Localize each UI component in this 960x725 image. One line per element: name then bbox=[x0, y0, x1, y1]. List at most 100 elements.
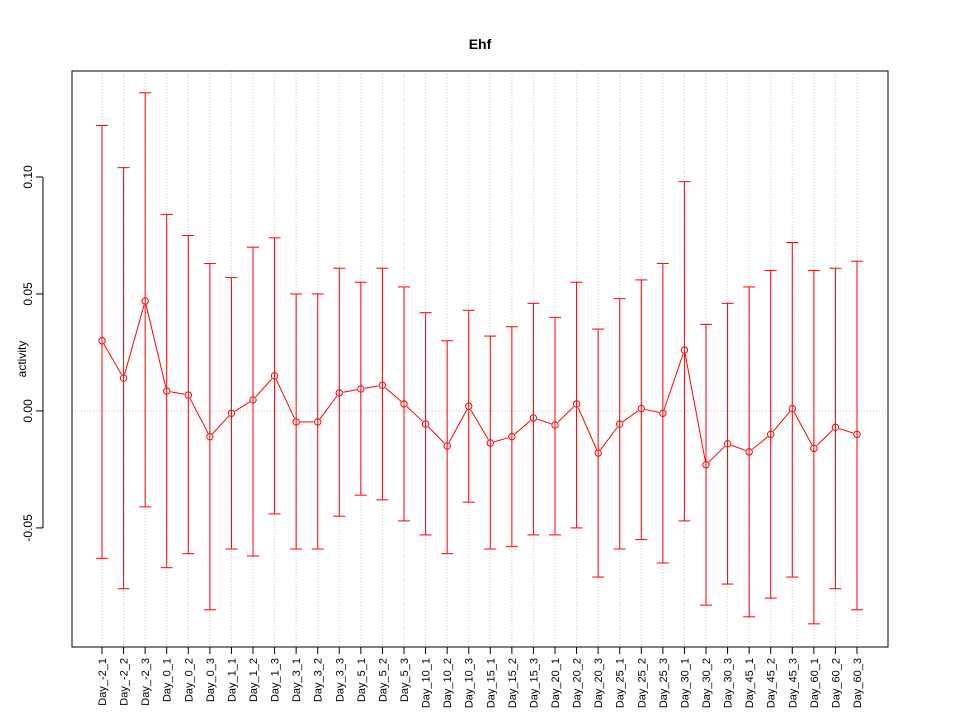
x-tick-label: Day_-2_3 bbox=[140, 658, 152, 706]
error-bars bbox=[96, 92, 863, 625]
line-segment bbox=[839, 428, 854, 434]
x-tick-label: Day_25_1 bbox=[615, 658, 627, 708]
x-tick-label: Day_3_1 bbox=[291, 658, 303, 702]
line-segment bbox=[364, 385, 379, 389]
x-tick-label: Day_20_1 bbox=[550, 658, 562, 708]
line-segment bbox=[816, 429, 833, 446]
y-tick-label: 0.05 bbox=[21, 282, 35, 306]
x-tick-label: Day_-2_2 bbox=[119, 658, 131, 706]
x-axis: Day_-2_1 Day_-2_2 Day_-2_3 Day_0_1 Day_0_2 Da… bbox=[97, 646, 864, 708]
x-tick-label: Day_20_2 bbox=[572, 658, 584, 708]
line-segment bbox=[448, 409, 468, 443]
line-segment bbox=[684, 353, 706, 461]
data-point bbox=[357, 385, 365, 393]
line-segment bbox=[319, 395, 338, 420]
x-tick-label: Day_60_1 bbox=[809, 658, 821, 708]
data-point bbox=[227, 409, 236, 417]
data-point bbox=[465, 402, 473, 410]
x-tick-label: Day_20_3 bbox=[593, 658, 605, 708]
x-tick-label: Day_0_2 bbox=[183, 658, 195, 702]
line-segment bbox=[514, 420, 531, 435]
data-point bbox=[335, 389, 343, 397]
data-point bbox=[788, 404, 796, 413]
data-point bbox=[767, 430, 775, 439]
line-segment bbox=[731, 444, 746, 451]
x-tick-label: Day_5_3 bbox=[399, 658, 411, 702]
line-segment bbox=[189, 398, 209, 434]
data-point bbox=[616, 420, 624, 428]
data-point bbox=[529, 414, 538, 422]
x-tick-label: Day_10_2 bbox=[442, 658, 454, 708]
chart-title: Ehf bbox=[469, 36, 492, 52]
x-tick-label: Day_3_2 bbox=[313, 658, 325, 702]
line-segment bbox=[275, 379, 295, 419]
x-tick-label: Day_5_2 bbox=[377, 658, 389, 702]
grid bbox=[72, 71, 888, 647]
x-tick-label: Day_15_3 bbox=[528, 658, 540, 708]
data-point bbox=[98, 337, 106, 345]
data-point bbox=[702, 461, 710, 469]
data-point bbox=[745, 448, 753, 456]
x-tick-label: Day_25_2 bbox=[636, 658, 648, 708]
data-point bbox=[378, 381, 387, 389]
x-tick-label: Day_10_1 bbox=[421, 658, 433, 708]
x-tick-label: Day_0_1 bbox=[162, 658, 174, 702]
x-tick-label: Day_10_3 bbox=[464, 658, 476, 708]
line-segment bbox=[406, 406, 423, 422]
x-tick-label: Day_3_3 bbox=[334, 658, 346, 702]
x-tick-label: Day_30_2 bbox=[701, 658, 713, 708]
x-tick-label: Day_30_3 bbox=[723, 658, 735, 708]
data-point bbox=[184, 391, 192, 399]
data-point bbox=[831, 423, 840, 432]
x-tick-label: Day_1_2 bbox=[248, 658, 260, 702]
line-segment bbox=[772, 411, 791, 432]
data-point bbox=[421, 420, 430, 428]
line-segment bbox=[663, 353, 684, 410]
x-tick-label: Day_5_1 bbox=[356, 658, 368, 702]
x-tick-label: Day_45_1 bbox=[744, 658, 756, 708]
line-segment bbox=[708, 446, 726, 463]
line-segment bbox=[343, 389, 358, 393]
plot-frame bbox=[71, 70, 889, 648]
y-axis-label: activity bbox=[15, 341, 29, 378]
data-point bbox=[249, 396, 257, 404]
data-point bbox=[119, 374, 128, 382]
data-point bbox=[680, 346, 689, 354]
line-segment bbox=[577, 407, 597, 450]
x-tick-label: Day_45_3 bbox=[787, 658, 799, 708]
data-point bbox=[314, 418, 322, 426]
line-segment bbox=[124, 304, 145, 375]
data-point bbox=[810, 444, 818, 453]
data-point bbox=[723, 439, 732, 448]
data-point bbox=[400, 400, 408, 408]
data-point bbox=[163, 387, 171, 395]
x-tick-label: Day_1_3 bbox=[270, 658, 282, 702]
line-segment bbox=[428, 426, 445, 444]
line-segment bbox=[751, 436, 768, 450]
line-segment bbox=[212, 415, 230, 435]
data-point bbox=[292, 418, 300, 426]
line-segment bbox=[557, 406, 575, 423]
data-point bbox=[486, 439, 494, 447]
line-segment bbox=[537, 418, 552, 425]
x-tick-label: Day_30_1 bbox=[679, 658, 691, 708]
line-segment bbox=[600, 426, 618, 451]
data-point bbox=[141, 297, 149, 305]
line-segment bbox=[622, 410, 639, 423]
line-segment bbox=[470, 409, 489, 440]
data-point bbox=[443, 442, 451, 450]
x-tick-label: Day_1_1 bbox=[226, 658, 238, 702]
line-segment bbox=[793, 411, 813, 446]
y-tick-label: -0.05 bbox=[21, 514, 35, 542]
data-point bbox=[206, 432, 214, 441]
x-tick-label: Day_0_3 bbox=[205, 658, 217, 702]
data-point bbox=[572, 400, 581, 408]
points bbox=[98, 297, 861, 469]
line-segment bbox=[385, 387, 402, 402]
line-segment bbox=[645, 408, 660, 413]
x-tick-label: Day_15_1 bbox=[485, 658, 497, 708]
x-tick-label: Day_25_3 bbox=[658, 658, 670, 708]
line-segment bbox=[234, 401, 250, 412]
data-point bbox=[853, 430, 861, 439]
